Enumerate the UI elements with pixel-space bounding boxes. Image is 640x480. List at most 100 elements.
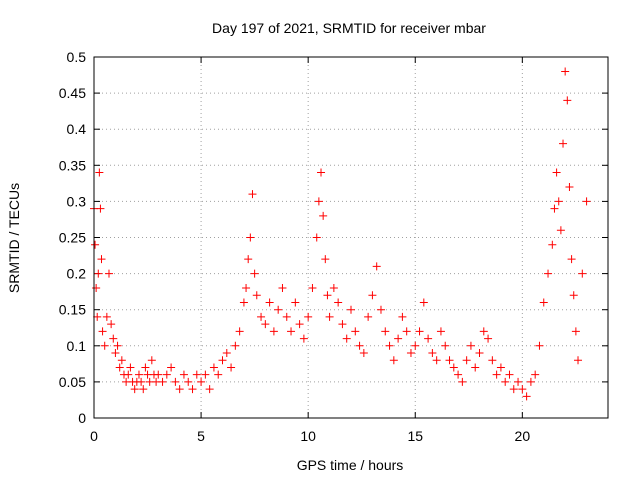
data-point xyxy=(364,312,373,321)
grid-lines xyxy=(94,57,608,418)
data-point xyxy=(492,370,501,379)
data-point xyxy=(104,269,113,278)
data-point xyxy=(411,341,420,350)
data-point xyxy=(141,363,150,372)
data-point xyxy=(479,327,488,336)
data-point xyxy=(559,139,568,148)
data-series-mbar xyxy=(90,67,591,401)
data-point xyxy=(355,341,364,350)
data-point xyxy=(501,377,510,386)
data-point xyxy=(458,377,467,386)
data-point xyxy=(385,341,394,350)
data-point xyxy=(102,312,111,321)
data-point xyxy=(496,363,505,372)
data-point xyxy=(92,284,101,293)
data-point xyxy=(201,370,210,379)
data-point xyxy=(257,312,266,321)
data-point xyxy=(134,370,143,379)
data-point xyxy=(436,327,445,336)
y-tick-label: 0.3 xyxy=(67,193,87,209)
data-point xyxy=(137,377,146,386)
data-point xyxy=(531,370,540,379)
data-point xyxy=(158,377,167,386)
data-point xyxy=(317,168,326,177)
data-point xyxy=(522,392,531,401)
data-point xyxy=(321,255,330,264)
data-point xyxy=(126,363,135,372)
data-point xyxy=(184,377,193,386)
data-point xyxy=(192,370,201,379)
data-point xyxy=(222,349,231,358)
data-point xyxy=(295,320,304,329)
data-point xyxy=(428,349,437,358)
data-point xyxy=(389,356,398,365)
data-point xyxy=(372,262,381,271)
data-point xyxy=(338,320,347,329)
data-point xyxy=(526,377,535,386)
data-point xyxy=(218,356,227,365)
data-point xyxy=(147,356,156,365)
data-point xyxy=(107,320,116,329)
data-point xyxy=(505,370,514,379)
data-point xyxy=(162,370,171,379)
y-axis-ticks: 0 0.05 0.1 0.15 0.2 0.25 0.3 0.35 0.4 0.45 0.5 xyxy=(59,49,608,426)
data-point xyxy=(424,334,433,343)
data-point xyxy=(567,255,576,264)
data-point xyxy=(154,370,163,379)
data-point xyxy=(368,291,377,300)
data-point xyxy=(282,312,291,321)
data-point xyxy=(323,291,332,300)
data-point xyxy=(535,341,544,350)
data-point xyxy=(209,363,218,372)
data-point xyxy=(188,385,197,394)
data-point xyxy=(561,67,570,76)
data-point xyxy=(242,284,251,293)
data-point xyxy=(115,363,124,372)
x-tick-label: 15 xyxy=(407,428,423,444)
data-point xyxy=(130,385,139,394)
data-point xyxy=(578,269,587,278)
data-point xyxy=(227,363,236,372)
data-point xyxy=(261,320,270,329)
data-point xyxy=(334,298,343,307)
y-tick-label: 0.35 xyxy=(59,157,86,173)
data-point xyxy=(419,298,428,307)
data-point xyxy=(475,349,484,358)
data-point xyxy=(509,385,518,394)
data-point xyxy=(347,305,355,314)
data-point xyxy=(252,291,261,300)
data-point xyxy=(235,327,244,336)
data-point xyxy=(287,327,296,336)
data-point xyxy=(329,284,338,293)
data-point xyxy=(556,226,565,235)
x-tick-label: 5 xyxy=(197,428,205,444)
data-point xyxy=(466,341,475,350)
data-point xyxy=(117,356,126,365)
data-point xyxy=(514,377,523,386)
data-point xyxy=(445,356,454,365)
data-point xyxy=(488,356,497,365)
data-point xyxy=(274,305,283,314)
x-tick-label: 20 xyxy=(515,428,531,444)
x-axis-title: GPS time / hours xyxy=(297,457,404,473)
data-point xyxy=(376,305,385,314)
y-tick-label: 0.45 xyxy=(59,85,86,101)
data-point xyxy=(250,269,259,278)
y-tick-label: 0.2 xyxy=(67,266,87,282)
data-point xyxy=(518,385,527,394)
data-point xyxy=(449,363,458,372)
data-point xyxy=(179,370,188,379)
y-axis-title: SRMTID / TECUs xyxy=(6,183,22,293)
data-point xyxy=(394,334,403,343)
data-point xyxy=(351,327,360,336)
y-tick-label: 0 xyxy=(78,410,86,426)
data-point xyxy=(231,341,240,350)
data-point xyxy=(565,182,574,191)
data-point xyxy=(402,327,411,336)
data-point xyxy=(319,211,328,220)
y-tick-label: 0.15 xyxy=(59,302,86,318)
data-point xyxy=(304,312,313,321)
data-point xyxy=(98,327,107,336)
data-point xyxy=(308,284,317,293)
